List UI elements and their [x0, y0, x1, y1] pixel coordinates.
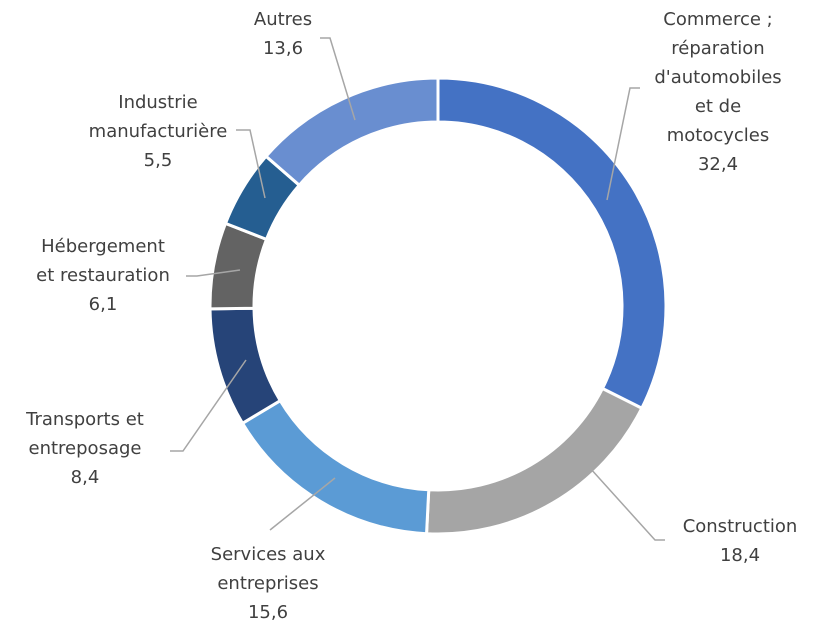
leader-line — [170, 359, 247, 452]
leader-line — [589, 467, 665, 541]
donut-segment — [263, 76, 440, 188]
data-label: Services aux entreprises 15,6 — [211, 540, 326, 627]
category-label: Autres — [253, 9, 313, 30]
data-label: Transports et entreposage 8,4 — [26, 405, 144, 492]
leader-line — [320, 37, 356, 121]
donut-segment — [240, 398, 431, 536]
value-label: 32,4 — [697, 154, 739, 175]
value-label: 15,6 — [247, 602, 289, 623]
donut-segment — [208, 306, 283, 426]
data-label: Hébergement et restauration 6,1 — [36, 232, 170, 319]
category-label: Services aux entreprises — [210, 544, 326, 594]
donut-segment — [424, 386, 644, 536]
data-label: Construction 18,4 — [683, 512, 798, 570]
data-label: Autres 13,6 — [254, 5, 312, 63]
category-label: Construction — [682, 516, 798, 537]
leader-line — [269, 477, 336, 531]
value-label: 13,6 — [262, 38, 304, 59]
data-label: Commerce ; réparation d'automobiles et d… — [654, 5, 781, 179]
leader-line — [236, 129, 266, 199]
value-label: 18,4 — [719, 545, 761, 566]
leader-line — [606, 87, 640, 201]
donut-segment — [436, 76, 668, 411]
value-label: 8,4 — [70, 467, 100, 488]
value-label: 6,1 — [88, 294, 118, 315]
category-label: Transports et entreposage — [26, 409, 144, 459]
category-label: Commerce ; réparation d'automobiles et d… — [654, 9, 782, 146]
data-label: Industrie manufacturière 5,5 — [89, 88, 228, 175]
category-label: Hébergement et restauration — [36, 236, 170, 286]
value-label: 5,5 — [143, 150, 173, 171]
leader-line — [186, 269, 241, 277]
category-label: Industrie manufacturière — [88, 92, 228, 142]
